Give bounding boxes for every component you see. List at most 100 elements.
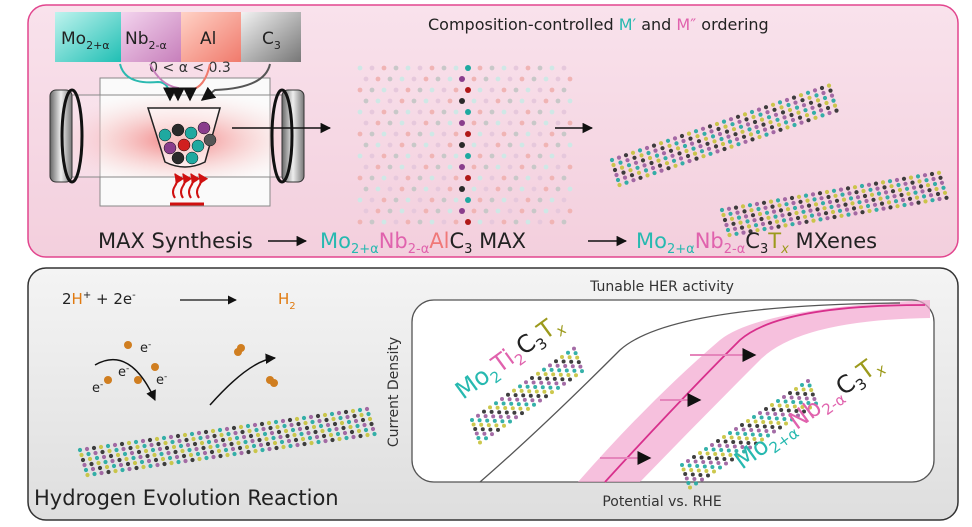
atom xyxy=(520,389,524,393)
atom xyxy=(726,135,730,139)
atom xyxy=(96,461,100,465)
atom xyxy=(701,127,705,131)
lattice-atom xyxy=(502,220,507,225)
atom xyxy=(295,443,299,447)
atom xyxy=(680,161,684,165)
lattice-atom xyxy=(496,209,501,214)
lattice-atom xyxy=(358,176,363,181)
lattice-atom xyxy=(538,198,543,203)
lattice-atom xyxy=(412,187,417,192)
lattice-atom xyxy=(370,132,375,137)
atom xyxy=(288,444,292,448)
atom xyxy=(706,452,710,456)
atom xyxy=(662,151,666,155)
atom xyxy=(740,226,744,230)
atom xyxy=(716,127,720,131)
atom xyxy=(84,468,88,472)
atom xyxy=(777,123,781,127)
lattice-atom xyxy=(465,153,471,159)
lattice-atom xyxy=(412,165,417,170)
atom xyxy=(502,424,506,428)
lattice-atom xyxy=(448,99,453,104)
lattice-atom xyxy=(418,220,423,225)
atom xyxy=(760,118,764,122)
lattice-atom xyxy=(442,110,447,115)
lattice-atom xyxy=(442,154,447,159)
atom xyxy=(716,439,720,443)
atom xyxy=(78,448,82,452)
atom xyxy=(211,455,215,459)
atom xyxy=(95,456,99,460)
atom xyxy=(359,413,363,417)
atom xyxy=(536,372,540,376)
atom xyxy=(713,452,717,456)
atom xyxy=(721,142,725,146)
atom xyxy=(754,223,758,227)
atom xyxy=(704,447,708,451)
proton xyxy=(151,363,159,371)
atom xyxy=(120,442,124,446)
atom xyxy=(934,187,938,191)
lattice-atom xyxy=(532,77,537,82)
lattice-atom xyxy=(406,110,411,115)
atom xyxy=(874,182,878,186)
atom xyxy=(133,461,137,465)
atom xyxy=(651,166,655,170)
atom xyxy=(792,123,796,127)
atom xyxy=(737,216,741,220)
atom xyxy=(267,421,271,425)
atom xyxy=(785,98,789,102)
her-title: Hydrogen Evolution Reaction xyxy=(34,486,339,510)
atom xyxy=(700,478,704,482)
ball xyxy=(159,129,171,141)
atom xyxy=(832,215,836,219)
atom xyxy=(226,432,230,436)
atom xyxy=(625,158,629,162)
atom xyxy=(680,463,684,467)
atom xyxy=(831,210,835,214)
atom xyxy=(82,463,86,467)
atom xyxy=(824,211,828,215)
atom xyxy=(282,424,286,428)
lattice-atom xyxy=(459,208,465,214)
atom xyxy=(684,149,688,153)
atom xyxy=(712,448,716,452)
atom xyxy=(660,146,664,150)
atom xyxy=(849,196,853,200)
atom xyxy=(638,148,642,152)
atom xyxy=(208,445,212,449)
atom xyxy=(712,470,716,474)
atom xyxy=(358,408,362,412)
lattice-atom xyxy=(436,209,441,214)
atom xyxy=(250,439,254,443)
atom xyxy=(264,437,268,441)
atom xyxy=(484,436,488,440)
atom xyxy=(344,410,348,414)
lattice-atom xyxy=(514,132,519,137)
lattice-atom xyxy=(358,66,363,71)
lattice-atom xyxy=(520,187,525,192)
ball xyxy=(164,142,176,154)
atom xyxy=(909,176,913,180)
atom xyxy=(718,132,722,136)
atom xyxy=(500,397,504,401)
atom xyxy=(204,430,208,434)
atom xyxy=(736,432,740,436)
atom xyxy=(763,425,767,429)
lattice-atom xyxy=(424,209,429,214)
atom xyxy=(730,217,734,221)
atom xyxy=(663,156,667,160)
atom xyxy=(746,122,750,126)
lattice-atom xyxy=(436,165,441,170)
atom xyxy=(357,429,361,433)
atom xyxy=(847,191,851,195)
lattice-atom xyxy=(394,110,399,115)
atom xyxy=(577,360,581,364)
lattice-atom xyxy=(568,77,573,82)
lattice-atom xyxy=(562,220,567,225)
atom xyxy=(688,486,692,490)
lattice-atom xyxy=(496,77,501,82)
atom xyxy=(902,203,906,207)
atom xyxy=(658,164,662,168)
atom xyxy=(797,195,801,199)
